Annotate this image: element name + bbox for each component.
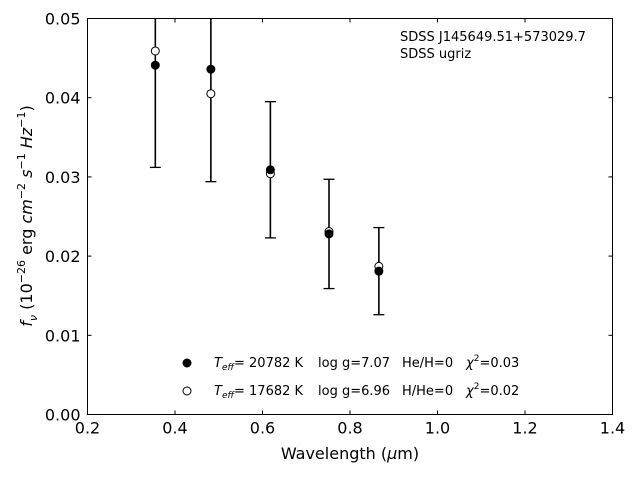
x-axis-label: Wavelength (μm) [281, 444, 419, 463]
model-point-open [206, 89, 216, 99]
y-tick-label: 0.00 [45, 406, 81, 425]
x-tick-label: 1.2 [512, 419, 537, 438]
legend-entry-2: Teff= 17682 K log g=6.96 H/He=0 χ2=0.02 [214, 382, 519, 401]
legend-marker-filled [182, 358, 192, 368]
model-point-filled [265, 165, 275, 175]
y-tick-label: 0.03 [45, 168, 81, 187]
x-tick-label: 0.6 [250, 419, 275, 438]
y-tick-label: 0.01 [45, 326, 81, 345]
model-point-filled [374, 266, 384, 276]
x-tick-label: 1.4 [600, 419, 625, 438]
y-axis-ticks: 0.00 0.01 0.02 0.03 0.04 0.05 [45, 10, 613, 425]
legend: Teff= 20782 K log g=7.07 He/H=0 χ2=0.03 … [182, 354, 519, 401]
data-points [150, 46, 384, 276]
x-tick-label: 0.8 [337, 419, 362, 438]
y-axis-label: fν (10−26 erg cm−2 s−1 Hz−1) [15, 105, 40, 326]
annotation-object: SDSS J145649.51+573029.7 [400, 30, 586, 45]
model-point-filled [150, 60, 160, 70]
model-point-filled [206, 64, 216, 74]
x-tick-label: 0.4 [162, 419, 187, 438]
y-tick-label: 0.02 [45, 247, 81, 266]
y-tick-label: 0.05 [45, 10, 81, 29]
y-tick-label: 0.04 [45, 89, 81, 108]
x-tick-label: 0.2 [75, 419, 100, 438]
legend-entry-1: Teff= 20782 K log g=7.07 He/H=0 χ2=0.03 [214, 354, 519, 373]
annotation-filters: SDSS ugriz [400, 47, 471, 62]
x-tick-label: 1.0 [425, 419, 450, 438]
model-point-filled [324, 229, 334, 239]
legend-marker-open [182, 386, 192, 396]
x-axis-ticks: 0.2 0.4 0.6 0.8 1.0 1.2 1.4 [75, 18, 625, 438]
model-point-open [150, 46, 160, 56]
